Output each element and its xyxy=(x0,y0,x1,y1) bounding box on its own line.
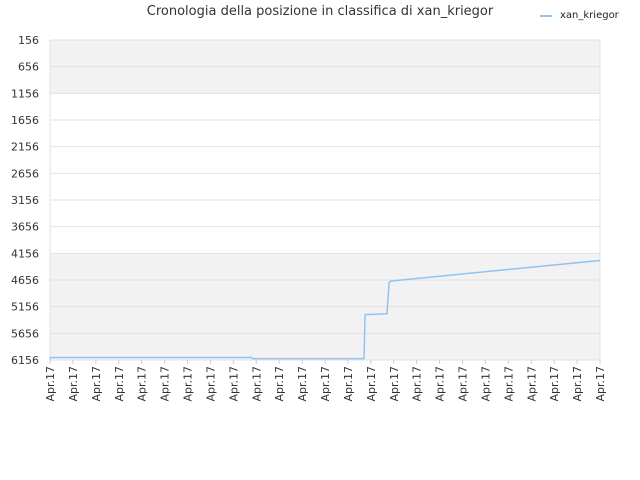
y-tick-label: 1656 xyxy=(11,114,39,127)
x-tick-label: Apr.17 xyxy=(548,366,561,402)
x-tick-label: Apr.17 xyxy=(113,366,126,402)
y-tick-label: 5156 xyxy=(11,301,39,314)
y-tick-label: 5656 xyxy=(11,327,39,340)
x-tick-label: Apr.17 xyxy=(159,366,172,402)
y-tick-label: 2156 xyxy=(11,141,39,154)
x-axis: Apr.17 Apr.17 Apr.17 Apr.17 Apr.17 Apr.17 Apr.… xyxy=(44,360,607,402)
x-tick-label: Apr.17 xyxy=(571,366,584,402)
x-tick-label: Apr.17 xyxy=(90,366,103,402)
grid-band xyxy=(50,226,600,254)
grid-bands xyxy=(50,40,600,360)
grid-band xyxy=(50,93,600,120)
y-tick-label: 3656 xyxy=(11,221,39,234)
y-tick-label: 1156 xyxy=(11,87,39,100)
x-tick-label: Apr.17 xyxy=(136,366,149,402)
grid-band xyxy=(50,333,600,360)
x-tick-label: Apr.17 xyxy=(502,366,515,402)
x-tick-label: Apr.17 xyxy=(44,366,57,402)
x-tick-label: Apr.17 xyxy=(457,366,470,402)
x-tick-label: Apr.17 xyxy=(204,366,217,402)
x-tick-label: Apr.17 xyxy=(67,366,80,402)
y-tick-label: 2656 xyxy=(11,167,39,180)
x-tick-label: Apr.17 xyxy=(273,366,286,402)
x-tick-label: Apr.17 xyxy=(319,366,332,402)
x-tick-label: Apr.17 xyxy=(365,366,378,402)
series-layer xyxy=(49,259,601,360)
grid-band xyxy=(50,40,600,67)
grid-band xyxy=(50,120,600,147)
x-tick-label: Apr.17 xyxy=(388,366,401,402)
legend-swatch xyxy=(540,14,552,17)
grid-band xyxy=(50,280,600,307)
x-tick-label: Apr.17 xyxy=(594,366,607,402)
legend-label: xan_kriegor xyxy=(560,10,619,21)
x-tick-label: Apr.17 xyxy=(525,366,538,402)
x-tick-label: Apr.17 xyxy=(434,366,447,402)
x-tick-label: Apr.17 xyxy=(182,366,195,402)
grid-band xyxy=(50,146,600,174)
grid-band xyxy=(50,200,600,227)
y-tick-label: 656 xyxy=(18,61,39,74)
grid-band xyxy=(50,66,600,94)
x-tick-label: Apr.17 xyxy=(227,366,240,402)
grid-band xyxy=(50,253,600,280)
series-line xyxy=(49,259,601,360)
y-tick-label: 4156 xyxy=(11,247,39,260)
grid-band xyxy=(50,173,600,200)
y-tick-label: 4656 xyxy=(11,274,39,287)
x-tick-label: Apr.17 xyxy=(296,366,309,402)
legend: xan_kriegor xyxy=(540,10,619,21)
y-tick-label: 3156 xyxy=(11,194,39,207)
y-tick-label: 156 xyxy=(18,34,39,47)
y-tick-label: 6156 xyxy=(11,354,39,367)
x-tick-label: Apr.17 xyxy=(342,366,355,402)
grid-band xyxy=(50,306,600,334)
x-tick-label: Apr.17 xyxy=(250,366,263,402)
y-axis: 156 656 1156 1656 2156 2656 3156 3656 4156 4656 51… xyxy=(11,34,39,367)
x-tick-label: Apr.17 xyxy=(479,366,492,402)
x-tick-label: Apr.17 xyxy=(411,366,424,402)
chart-title: Cronologia della posizione in classifica… xyxy=(146,4,494,19)
